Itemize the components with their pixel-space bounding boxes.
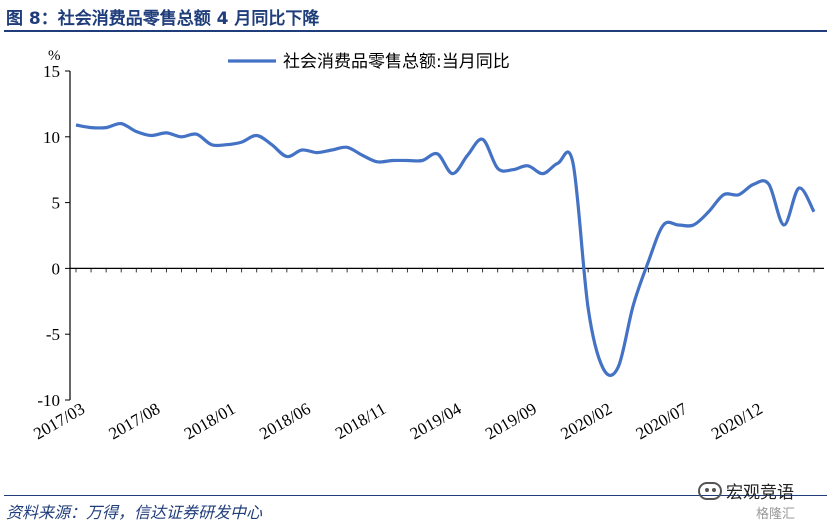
- x-tick-label: 2018/11: [332, 399, 389, 443]
- watermark-text: 宏观竞语: [726, 483, 794, 503]
- y-tick-label: -5: [46, 325, 60, 344]
- wechat-icon: [698, 481, 722, 500]
- x-tick-label: 2019/09: [482, 399, 540, 443]
- x-tick-label: 2017/08: [106, 399, 164, 443]
- x-tick-label: 2020/02: [557, 399, 615, 443]
- x-tick-label: 2020/07: [633, 399, 691, 444]
- source-divider: [4, 495, 827, 496]
- series-group: [75, 121, 816, 377]
- series-line: [75, 121, 816, 377]
- x-tick-label: 2018/01: [181, 399, 239, 443]
- y-tick-label: 10: [43, 128, 60, 147]
- y-tick-label: 15: [43, 62, 60, 81]
- y-tick-label: 5: [52, 194, 61, 213]
- title-divider: [4, 30, 827, 32]
- y-axis: -10 -5 0 5 10 15%: [37, 48, 71, 410]
- watermark-sub: 格隆汇: [756, 507, 796, 522]
- x-axis: 2017/03 2017/08 2018/01 2018/06 2018/11 2019/…: [30, 267, 824, 444]
- y-tick-label: -10: [37, 391, 60, 410]
- x-tick-label: 2018/06: [256, 399, 314, 443]
- legend: 社会消费品零售总额:当月同比: [228, 52, 510, 72]
- chart-title: 图 8：社会消费品零售总额 4 月同比下降: [6, 9, 320, 29]
- y-unit-label: %: [48, 48, 61, 64]
- y-tick-label: 0: [52, 259, 61, 278]
- x-tick-label: 2019/04: [407, 399, 465, 444]
- x-tick-label: 2020/12: [708, 399, 766, 443]
- source-note: 资料来源：万得，信达证券研发中心: [6, 503, 263, 522]
- legend-label: 社会消费品零售总额:当月同比: [283, 52, 510, 72]
- watermark: 宏观竞语: [698, 478, 794, 503]
